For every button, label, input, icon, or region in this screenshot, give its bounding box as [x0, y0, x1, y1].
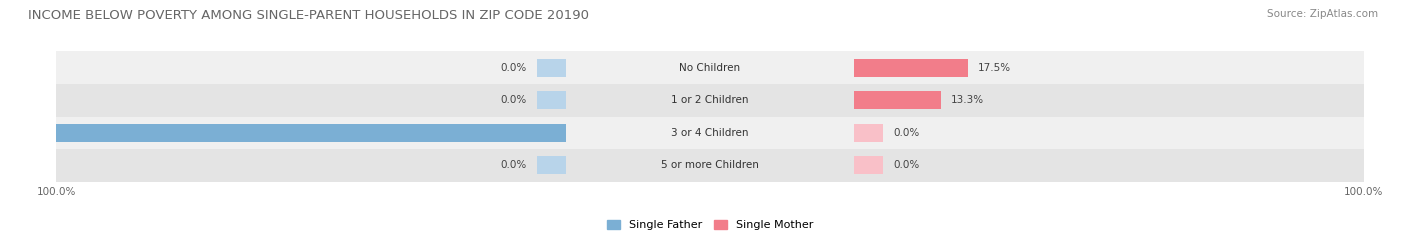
Text: No Children: No Children — [679, 63, 741, 72]
Legend: Single Father, Single Mother: Single Father, Single Mother — [603, 216, 817, 233]
Text: 17.5%: 17.5% — [979, 63, 1011, 72]
Text: 5 or more Children: 5 or more Children — [661, 161, 759, 170]
Text: 0.0%: 0.0% — [501, 95, 527, 105]
Bar — [537, 58, 567, 76]
Text: 0.0%: 0.0% — [893, 128, 920, 138]
Text: INCOME BELOW POVERTY AMONG SINGLE-PARENT HOUSEHOLDS IN ZIP CODE 20190: INCOME BELOW POVERTY AMONG SINGLE-PARENT… — [28, 9, 589, 22]
Text: 0.0%: 0.0% — [501, 161, 527, 170]
Bar — [56, 116, 1364, 149]
Bar — [56, 84, 1364, 116]
Bar — [853, 91, 941, 109]
Text: 0.0%: 0.0% — [501, 63, 527, 72]
Bar — [0, 124, 567, 142]
Text: 13.3%: 13.3% — [950, 95, 984, 105]
Bar — [853, 124, 883, 142]
Text: 0.0%: 0.0% — [893, 161, 920, 170]
Bar — [537, 91, 567, 109]
Text: Source: ZipAtlas.com: Source: ZipAtlas.com — [1267, 9, 1378, 19]
Text: 3 or 4 Children: 3 or 4 Children — [671, 128, 749, 138]
Bar — [537, 157, 567, 174]
Text: 1 or 2 Children: 1 or 2 Children — [671, 95, 749, 105]
Bar — [853, 157, 883, 174]
Bar — [56, 51, 1364, 84]
Bar — [56, 149, 1364, 182]
Bar — [853, 58, 969, 76]
